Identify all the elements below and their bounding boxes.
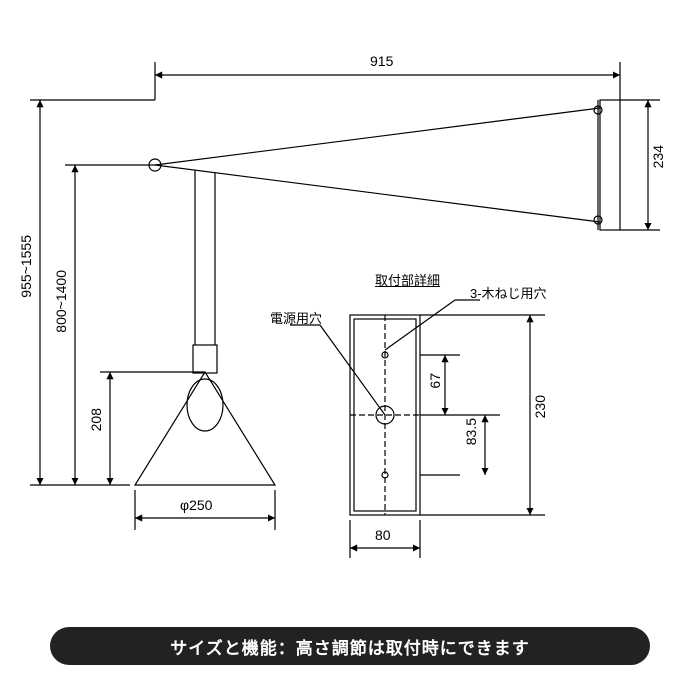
dim-bracket-height: 234 bbox=[650, 145, 666, 168]
dim-mount-230: 230 bbox=[532, 395, 548, 418]
dim-shade-height: 208 bbox=[88, 408, 104, 431]
label-power-hole: 電源用穴 bbox=[270, 308, 322, 327]
dim-cord-length: 800~1400 bbox=[53, 270, 69, 333]
dim-mount-83: 83.5 bbox=[463, 418, 479, 445]
dim-overall-width: 915 bbox=[370, 53, 393, 69]
footer-caption: サイズと機能：高さ調節は取付時にできます bbox=[50, 627, 650, 665]
footer-text: サイズと機能：高さ調節は取付時にできます bbox=[170, 634, 530, 659]
dim-mount-67: 67 bbox=[427, 373, 443, 389]
dim-shade-diameter: φ250 bbox=[180, 497, 212, 513]
drawing-canvas: 915 234 955~1555 800~1400 208 φ250 67 83… bbox=[0, 0, 700, 700]
label-screw-holes: 3-木ねじ用穴 bbox=[470, 283, 547, 302]
dim-mount-80: 80 bbox=[375, 527, 391, 543]
label-mount-detail: 取付部詳細 bbox=[375, 270, 440, 289]
dim-overall-height: 955~1555 bbox=[18, 235, 34, 298]
drawing-svg bbox=[0, 0, 700, 700]
